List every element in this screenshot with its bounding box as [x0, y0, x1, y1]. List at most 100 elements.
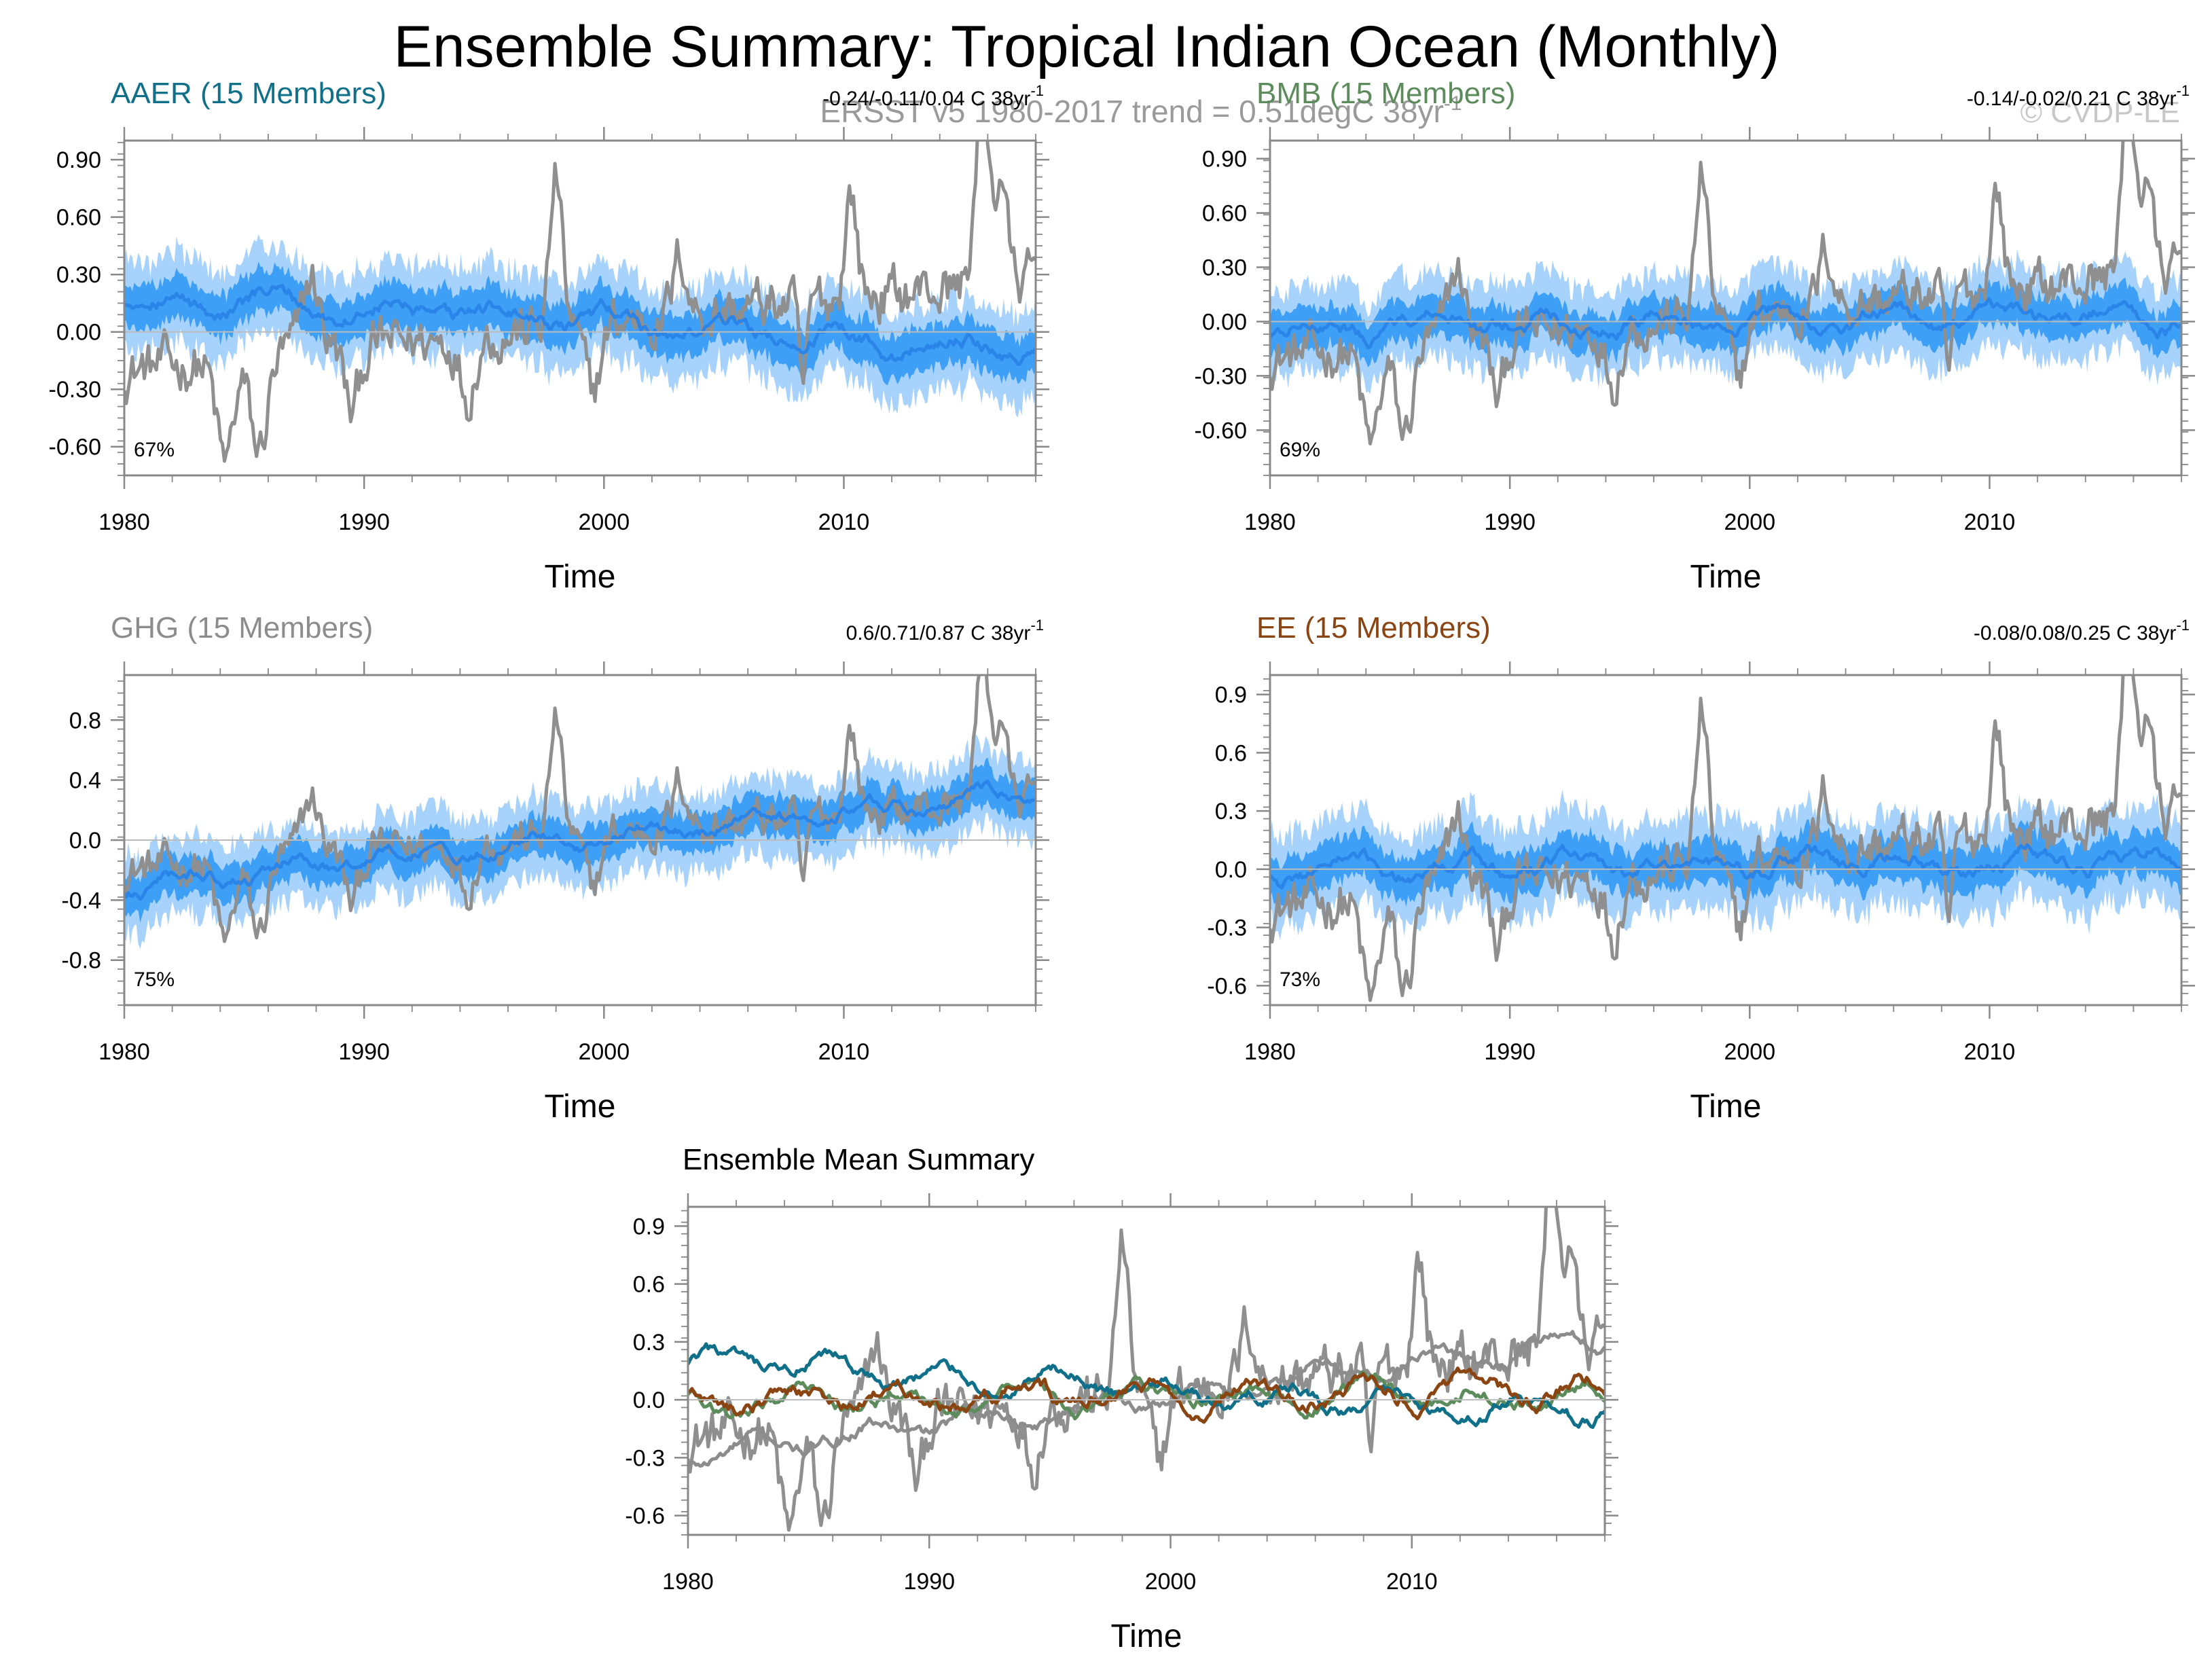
y-tick-label: -0.60 [1195, 418, 1248, 443]
plot-area [124, 675, 1036, 949]
panel-title: BMB (15 Members) [1256, 77, 1515, 110]
trend-range: -0.08/0.08/0.25 C 38yr-1 [1974, 617, 2190, 645]
correlation-percent: 73% [1280, 968, 1320, 991]
ghg-mean-line [688, 1330, 1605, 1468]
y-tick-label: 0.30 [1202, 255, 1247, 281]
chart-panel-ee: EE (15 Members) -0.08/0.08/0.25 C 38yr-1 7… [1207, 611, 2195, 1125]
x-tick-label: 1980 [1244, 1039, 1296, 1065]
ensemble-mean-line [1270, 843, 2181, 890]
y-tick-label: 0.0 [633, 1387, 665, 1413]
trend-range: 0.6/0.71/0.87 C 38yr-1 [846, 617, 1044, 645]
observed-trend-sup: -1 [1444, 92, 1462, 115]
observed-line [688, 1207, 1605, 1532]
y-tick-label: -0.6 [625, 1504, 665, 1529]
panel-title: GHG (15 Members) [111, 611, 373, 645]
y-tick-label: -0.3 [625, 1445, 665, 1471]
correlation-percent: 69% [1280, 439, 1320, 461]
plot-frame [123, 139, 1037, 477]
correlation-percent: 67% [134, 439, 175, 461]
y-tick-label: 0.4 [69, 768, 101, 794]
x-tick-label: 2000 [1724, 509, 1775, 535]
x-axis-title: Time [545, 1089, 616, 1125]
y-tick-label: 0.30 [56, 262, 101, 288]
panel-title: Ensemble Mean Summary [683, 1143, 1034, 1176]
plot-frame [1269, 674, 2183, 1006]
ee-mean-line [688, 1366, 1605, 1424]
x-tick-label: 1990 [1484, 1039, 1536, 1065]
y-tick-label: 0.3 [633, 1330, 665, 1356]
y-tick-label: 0.00 [56, 320, 101, 346]
observed-trend-text: ERSST v5 1980-2017 trend = 0.51degC 38yr [820, 94, 1443, 129]
figure-title: Ensemble Summary: Tropical Indian Ocean … [394, 14, 1780, 79]
observed-line [124, 675, 1036, 943]
x-tick-label: 1990 [1484, 509, 1536, 535]
y-tick-label: -0.8 [61, 948, 101, 974]
x-tick-label: 1990 [338, 509, 390, 535]
y-tick-label: 0.00 [1202, 309, 1247, 335]
trend-range-sup: -1 [1030, 617, 1044, 634]
y-tick-label: 0.60 [56, 205, 101, 231]
y-tick-label: -0.30 [1195, 363, 1248, 389]
ensemble-mean-line [124, 779, 1036, 901]
ensemble-mean-line [124, 284, 1036, 366]
plot-area [1270, 141, 2181, 446]
x-tick-label: 1990 [903, 1569, 955, 1595]
y-tick-label: 0.90 [56, 147, 101, 173]
x-tick-label: 1980 [662, 1569, 714, 1595]
observed-line [124, 141, 1036, 463]
y-tick-label: -0.60 [49, 435, 102, 460]
x-tick-label: 1980 [1244, 509, 1296, 535]
y-tick-label: -0.3 [1207, 915, 1247, 941]
x-axis-title: Time [545, 559, 616, 595]
trend-range-sup: -1 [1030, 82, 1044, 99]
x-tick-label: 1990 [338, 1039, 390, 1065]
x-tick-label: 1980 [98, 1039, 150, 1065]
x-axis-title: Time [1111, 1618, 1182, 1654]
trend-range-sup: -1 [2176, 617, 2190, 634]
y-tick-label: 0.0 [1215, 857, 1247, 883]
x-tick-label: 1980 [98, 509, 150, 535]
observed-trend-subtitle: ERSST v5 1980-2017 trend = 0.51degC 38yr… [820, 92, 1462, 129]
plot-area [124, 141, 1036, 463]
x-tick-label: 2010 [818, 1039, 870, 1065]
plot-frame [687, 1205, 1606, 1536]
trend-range-text: -0.08/0.08/0.25 C 38yr [1974, 622, 2177, 645]
trend-range-sup: -1 [2176, 82, 2190, 99]
plot-area [1270, 675, 2181, 1002]
y-tick-label: 0.9 [1215, 683, 1247, 708]
trend-range-text: 0.6/0.71/0.87 C 38yr [846, 622, 1031, 645]
panel-title: EE (15 Members) [1256, 611, 1491, 645]
x-tick-label: 2010 [1964, 1039, 2016, 1065]
y-tick-label: 0.9 [633, 1214, 665, 1239]
y-tick-label: -0.6 [1207, 973, 1247, 999]
x-tick-label: 2010 [1964, 509, 2016, 535]
y-tick-label: 0.90 [1202, 147, 1247, 173]
plot-frame [1269, 139, 2183, 477]
trend-range-text: -0.14/-0.02/0.21 C 38yr [1967, 88, 2177, 110]
y-tick-label: 0.60 [1202, 201, 1247, 227]
observed-line [1270, 141, 2181, 446]
y-tick-label: 0.6 [633, 1272, 665, 1298]
y-tick-label: -0.30 [49, 377, 102, 403]
y-tick-label: 0.6 [1215, 740, 1247, 766]
x-axis-title: Time [1690, 1089, 1762, 1125]
y-tick-label: 0.0 [69, 828, 101, 854]
observed-line [1270, 675, 2181, 1002]
trend-range-text: -0.24/-0.11/0.04 C 38yr [822, 88, 1030, 110]
panel-title: AAER (15 Members) [111, 77, 386, 110]
x-tick-label: 2000 [1724, 1039, 1775, 1065]
y-tick-label: 0.3 [1215, 799, 1247, 824]
x-tick-label: 2000 [578, 1039, 630, 1065]
y-tick-label: -0.4 [61, 888, 101, 913]
trend-range: -0.24/-0.11/0.04 C 38yr-1 [822, 82, 1044, 110]
copyright-note: © CVDP-LE [2020, 96, 2180, 129]
chart-panel-ghg: GHG (15 Members) 0.6/0.71/0.87 C 38yr-1 75… [61, 611, 1049, 1125]
chart-panel-summary: Ensemble Mean Summary -0.6 -0.3 0.0 0.3 0.6 0.… [625, 1143, 1618, 1654]
x-axis-title: Time [1690, 559, 1762, 595]
chart-panel-aaer: AAER (15 Members) -0.24/-0.11/0.04 C 38yr… [49, 77, 1049, 595]
x-tick-label: 2010 [1386, 1569, 1438, 1595]
correlation-percent: 75% [134, 968, 175, 991]
x-tick-label: 2000 [1145, 1569, 1197, 1595]
y-tick-label: 0.8 [69, 708, 101, 733]
